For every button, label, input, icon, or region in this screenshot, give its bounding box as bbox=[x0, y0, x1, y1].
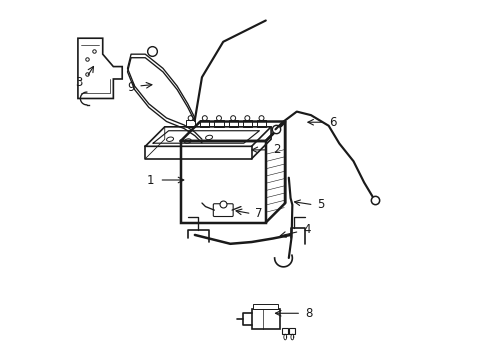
Bar bbox=[251, 309, 279, 329]
Bar bbox=[228, 120, 237, 127]
Text: 8: 8 bbox=[304, 307, 311, 320]
Text: 7: 7 bbox=[255, 207, 262, 220]
Bar bbox=[214, 120, 223, 127]
Text: 1: 1 bbox=[146, 174, 154, 186]
Bar bbox=[185, 120, 195, 127]
Text: 5: 5 bbox=[317, 198, 324, 211]
Text: 4: 4 bbox=[303, 223, 310, 236]
Bar bbox=[181, 141, 265, 222]
Text: 9: 9 bbox=[127, 81, 134, 94]
Text: 3: 3 bbox=[75, 76, 82, 89]
Bar bbox=[200, 120, 209, 127]
Bar bbox=[242, 120, 251, 127]
Text: 6: 6 bbox=[328, 116, 335, 129]
Bar bbox=[253, 304, 278, 309]
Text: 2: 2 bbox=[272, 143, 280, 156]
Bar bbox=[256, 120, 265, 127]
